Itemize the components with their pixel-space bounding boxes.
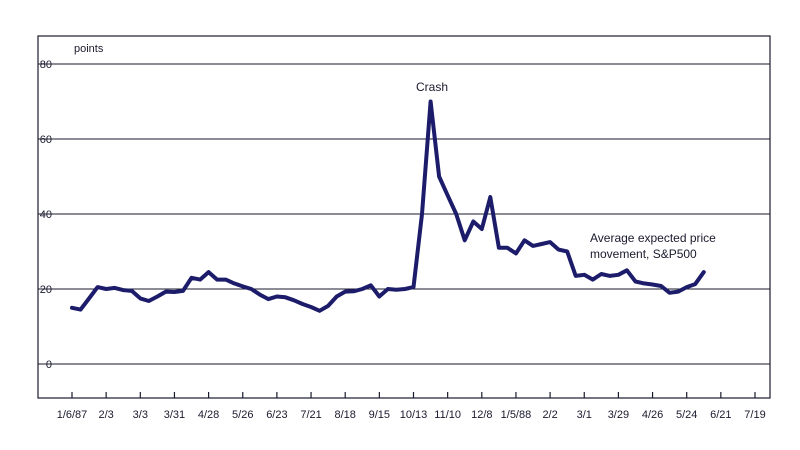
series [70,99,706,313]
x-tick-label: 3/3 [133,409,148,421]
series-line [70,99,706,313]
y-tick-label: 20 [40,284,52,296]
x-tick-label: 5/26 [232,409,253,421]
x-tick-label: 6/23 [266,409,287,421]
x-tick-label: 11/10 [434,409,461,421]
x-tick-label: 5/24 [676,409,697,421]
annotation-label: movement, S&P500 [590,247,697,261]
x-axis-ticks: 1/6/87 2/3 3/3 3/31 4/28 5/26 6/23 7/21 8/18 9/15… [57,392,766,421]
y-tick-label: 80 [40,59,52,71]
x-tick-label: 3/31 [164,409,185,421]
x-tick-label: 3/29 [608,409,629,421]
x-tick-label: 3/1 [577,409,592,421]
x-tick-label: 2/2 [542,409,557,421]
x-tick-label: 4/26 [642,409,663,421]
y-axis-ticks: 0 20 40 60 80 [40,59,52,371]
x-tick-label: 1/6/87 [57,409,88,421]
y-tick-label: 40 [40,209,52,221]
x-tick-label: 2/3 [99,409,114,421]
x-tick-label: 1/5/88 [501,409,532,421]
gridlines [38,63,770,365]
x-tick-label: 7/21 [300,409,321,421]
plot-frame [37,35,771,399]
annotation-label: Crash [416,80,448,94]
x-tick-label: 12/8 [471,409,492,421]
x-tick-label: 7/19 [744,409,765,421]
x-tick-label: 10/13 [400,409,428,421]
y-tick-label: 60 [40,134,52,146]
x-tick-label: 9/15 [369,409,390,421]
y-tick-label: 0 [46,359,52,371]
y-axis-label: points [74,43,104,55]
x-tick-label: 8/18 [334,409,355,421]
annotations: Crash Average expected price movement, S&P… [416,80,716,261]
plot-border [37,35,771,399]
x-tick-label: 4/28 [198,409,219,421]
annotation-label: Average expected price [590,231,716,245]
x-tick-label: 6/21 [710,409,731,421]
